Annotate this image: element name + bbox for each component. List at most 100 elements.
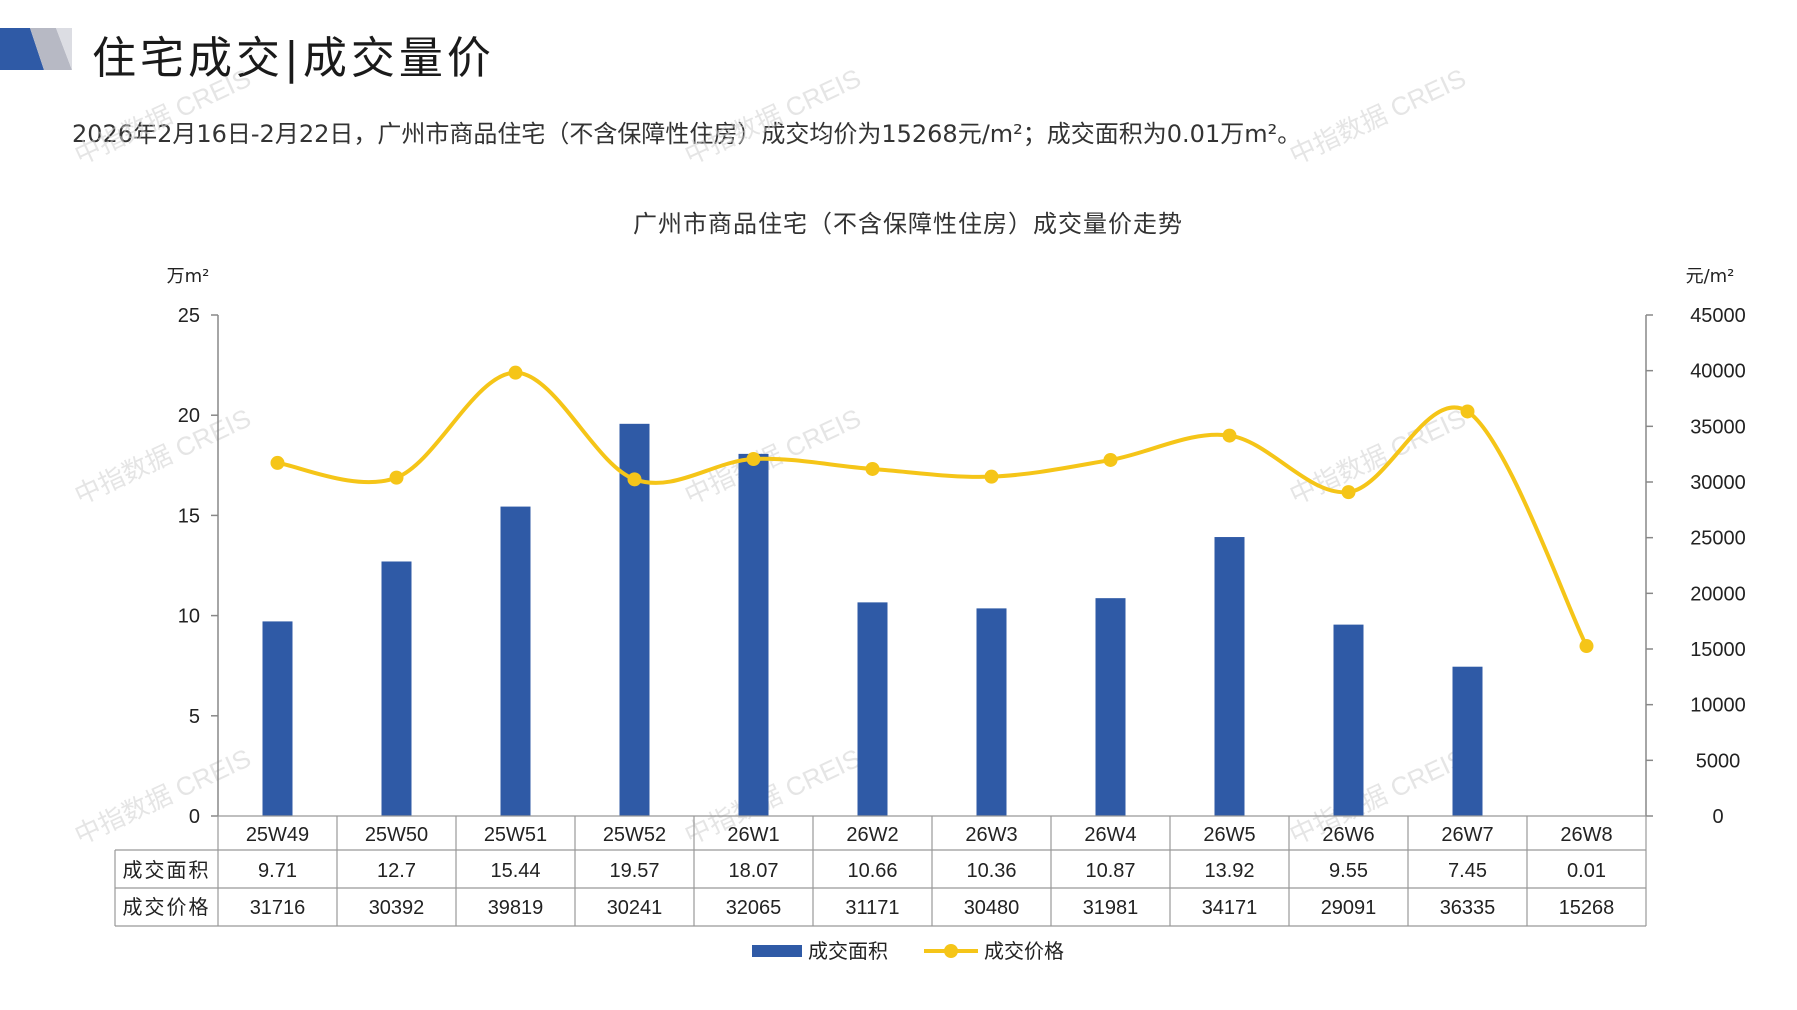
bar-26W5 — [1214, 537, 1245, 816]
category-label: 26W1 — [727, 824, 779, 846]
right-tick-label: 0 — [1712, 806, 1723, 828]
bar-26W4 — [1095, 598, 1126, 816]
left-tick-label: 10 — [178, 606, 200, 628]
category-label: 26W7 — [1441, 824, 1493, 846]
right-tick-label: 25000 — [1690, 528, 1746, 550]
table-cell: 10.87 — [1085, 860, 1135, 882]
bar-26W3 — [976, 608, 1007, 816]
bar-series — [262, 423, 1602, 817]
table-cell: 39819 — [488, 897, 544, 919]
price-point-25W52 — [627, 472, 642, 487]
bar-25W50 — [381, 561, 412, 816]
watermark-text: 中指数据 CREIS — [70, 743, 256, 851]
price-point-25W50 — [389, 470, 404, 485]
watermark-text: 中指数据 CREIS — [1285, 403, 1471, 511]
table-cell: 0.01 — [1567, 860, 1606, 882]
left-tick-label: 20 — [178, 405, 200, 427]
left-axis-unit: 万m² — [167, 266, 210, 287]
table-cell: 10.66 — [847, 860, 897, 882]
price-point-26W8 — [1579, 639, 1594, 654]
table-cell: 9.55 — [1329, 860, 1368, 882]
table-cell: 31171 — [845, 897, 899, 919]
bar-25W49 — [262, 621, 293, 816]
axes: 0 5 10 15 20 25 0 5000 10000 15000 20000 25000 30000… — [178, 305, 1746, 828]
right-tick-label: 35000 — [1690, 416, 1746, 438]
table-cell: 13.92 — [1204, 860, 1254, 882]
watermark-text: 中指数据 CREIS — [1285, 63, 1471, 171]
watermark-text: 中指数据 CREIS — [70, 63, 256, 171]
table-cell: 15268 — [1559, 897, 1615, 919]
category-label: 26W4 — [1084, 824, 1136, 846]
right-tick-label: 40000 — [1690, 361, 1746, 383]
summary-text: 2026年2月16日-2月22日，广州市商品住宅（不含保障性住房）成交均价为15… — [72, 120, 1302, 148]
table-cell: 15.44 — [490, 860, 540, 882]
bar-26W1 — [738, 453, 769, 816]
table-row-header: 成交面积 — [123, 858, 211, 882]
table-cell: 36335 — [1440, 897, 1496, 919]
right-tick-label: 30000 — [1690, 472, 1746, 494]
table-cell: 18.07 — [728, 860, 778, 882]
bar-26W2 — [857, 602, 888, 816]
category-label: 26W8 — [1560, 824, 1612, 846]
table-cell: 30480 — [964, 897, 1020, 919]
right-tick-label: 15000 — [1690, 639, 1746, 661]
table-cell: 7.45 — [1448, 860, 1487, 882]
legend-label-price: 成交价格 — [984, 939, 1064, 963]
chart-title: 广州市商品住宅（不含保障性住房）成交量价走势 — [633, 210, 1183, 238]
left-tick-label: 15 — [178, 505, 200, 527]
table-cell: 31981 — [1083, 897, 1139, 919]
right-tick-label: 5000 — [1696, 750, 1741, 772]
price-point-26W5 — [1222, 428, 1237, 443]
category-label: 25W49 — [246, 824, 309, 846]
price-point-26W4 — [1103, 452, 1118, 467]
right-axis-unit: 元/m² — [1686, 266, 1735, 287]
watermark-text: 中指数据 CREIS — [680, 403, 866, 511]
data-table: 25W49 25W50 25W51 25W52 26W1 26W2 26W3 26W4 26W5… — [114, 815, 1647, 927]
legend-label-area: 成交面积 — [808, 939, 888, 963]
watermark-text: 中指数据 CREIS — [70, 403, 256, 511]
price-line — [277, 370, 1589, 647]
table-cell: 34171 — [1202, 897, 1258, 919]
left-tick-label: 5 — [189, 706, 200, 728]
table-row-header: 成交价格 — [123, 895, 211, 919]
legend-marker-price — [944, 944, 958, 958]
bar-26W6 — [1333, 624, 1364, 816]
price-point-26W2 — [865, 461, 880, 476]
page-title: 住宅成交|成交量价 — [92, 33, 495, 84]
table-cell: 32065 — [726, 897, 782, 919]
category-label: 26W6 — [1322, 824, 1374, 846]
category-label: 26W2 — [846, 824, 898, 846]
legend: 成交面积 成交价格 — [752, 939, 1064, 963]
table-cell: 30241 — [607, 897, 663, 919]
price-point-25W51 — [508, 365, 523, 380]
price-point-26W6 — [1341, 485, 1356, 500]
right-tick-label: 10000 — [1690, 695, 1746, 717]
price-point-26W1 — [746, 452, 761, 467]
bar-26W7 — [1452, 666, 1483, 816]
bar-25W52 — [619, 423, 650, 816]
right-tick-label: 20000 — [1690, 583, 1746, 605]
table-cell: 9.71 — [258, 860, 297, 882]
category-label: 25W52 — [603, 824, 666, 846]
table-cell: 29091 — [1321, 897, 1377, 919]
category-label: 26W3 — [965, 824, 1017, 846]
left-tick-label: 25 — [178, 305, 200, 327]
price-point-26W3 — [984, 469, 999, 484]
line-series — [270, 365, 1594, 654]
logo-shape — [0, 28, 72, 70]
price-point-26W7 — [1460, 404, 1475, 419]
legend-swatch-area — [752, 945, 802, 957]
table-cell: 10.36 — [966, 860, 1016, 882]
category-label: 25W51 — [484, 824, 547, 846]
table-cell: 31716 — [250, 897, 306, 919]
category-label: 25W50 — [365, 824, 428, 846]
table-cell: 12.7 — [377, 860, 416, 882]
price-point-25W49 — [270, 455, 285, 470]
left-tick-label: 0 — [189, 806, 200, 828]
table-cell: 30392 — [369, 897, 425, 919]
watermark-text: 中指数据 CREIS — [680, 63, 866, 171]
category-label: 26W5 — [1203, 824, 1255, 846]
table-cell: 19.57 — [609, 860, 659, 882]
bar-25W51 — [500, 506, 531, 816]
